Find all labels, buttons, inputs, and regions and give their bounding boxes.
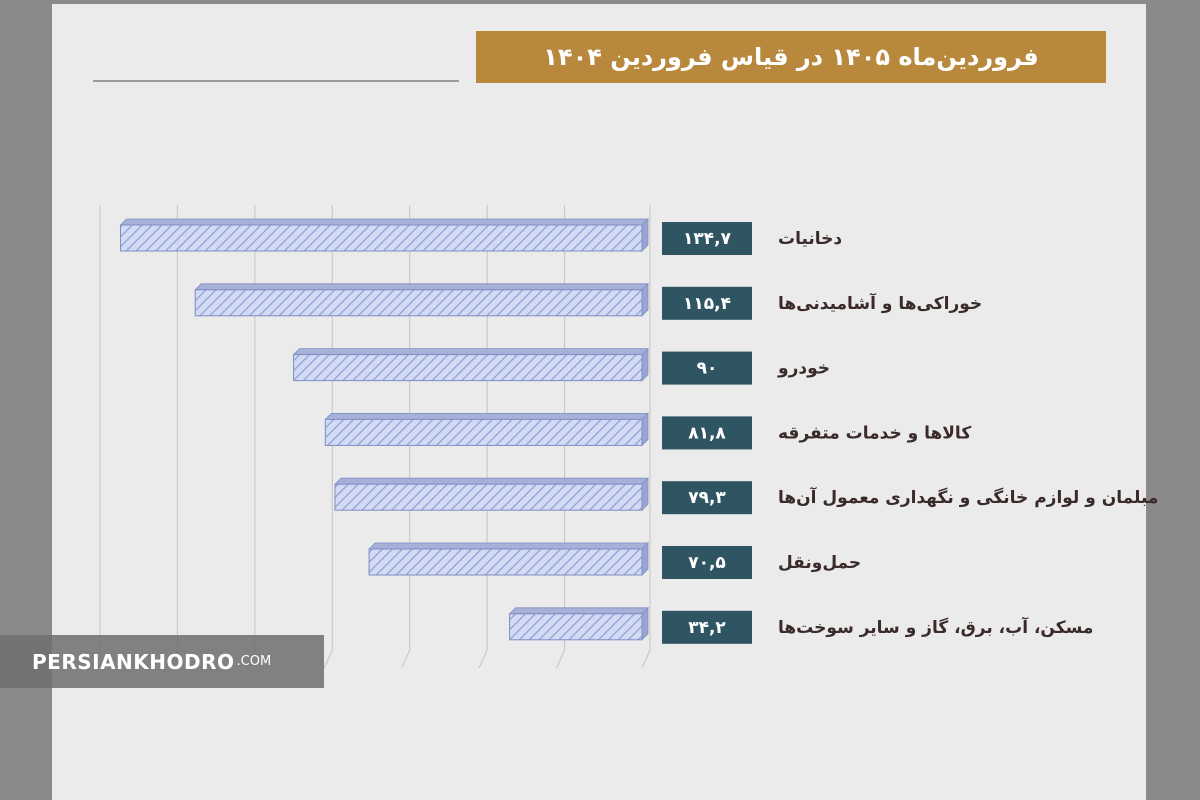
value-label: ۹۰ <box>697 359 718 379</box>
value-label: ۳۴,۲ <box>688 618 726 638</box>
value-label: ۸۱,۸ <box>688 423 726 443</box>
value-box <box>662 286 752 320</box>
value-box <box>662 351 752 385</box>
value-box <box>662 222 752 255</box>
value-box <box>662 546 752 579</box>
bar <box>368 548 643 576</box>
bar-top <box>508 607 649 615</box>
watermark: PERSIANKHODRO .COM <box>0 635 324 688</box>
bar <box>293 354 643 382</box>
bar <box>324 418 643 446</box>
bar-side <box>641 282 649 317</box>
bar <box>120 224 643 252</box>
gridline-foot <box>556 649 566 669</box>
gridline-foot <box>323 649 333 669</box>
decorative-line <box>93 80 459 82</box>
gridline-foot <box>401 649 411 669</box>
bar-top <box>119 218 649 226</box>
category-label: کالاها و خدمات متفرقه <box>778 423 971 443</box>
bar <box>509 613 643 641</box>
watermark-main: PERSIANKHODRO <box>32 649 235 674</box>
bar-top <box>334 477 649 485</box>
gridline-foot <box>641 649 651 669</box>
value-label: ۱۳۴,۷ <box>683 229 732 249</box>
chart-title: فروردین‌ماه ۱۴۰۵ در قیاس فروردین ۱۴۰۴ <box>543 43 1039 71</box>
bar-side <box>641 412 649 447</box>
bar-side <box>641 218 649 252</box>
watermark-suffix: .COM <box>236 654 272 669</box>
value-box <box>662 610 752 644</box>
bar-top <box>292 348 649 356</box>
value-label: ۱۱۵,۴ <box>683 294 731 314</box>
title-banner: فروردین‌ماه ۱۴۰۵ در قیاس فروردین ۱۴۰۴ <box>476 31 1106 83</box>
category-label: مسکن، آب، برق، گاز و سایر سوخت‌ها <box>778 616 1093 638</box>
bar-side <box>641 606 649 641</box>
bar-top <box>368 542 649 550</box>
category-label: حمل‌ونقل <box>778 553 861 573</box>
value-label: ۷۰,۵ <box>688 553 726 573</box>
category-label: دخانیات <box>778 229 842 249</box>
value-box <box>662 481 752 515</box>
category-label: خودرو <box>777 359 830 379</box>
bar <box>334 483 643 511</box>
bar-top <box>194 283 649 291</box>
category-label: مبلمان و لوازم خانگی و نگهداری معمول آن‌… <box>778 486 1158 508</box>
bar <box>194 289 643 317</box>
value-box <box>662 416 752 450</box>
category-label: خوراکی‌ها و آشامیدنی‌ها <box>778 292 982 314</box>
gridline-foot <box>478 649 488 669</box>
bar-side <box>641 347 649 382</box>
value-label: ۷۹,۳ <box>688 488 726 508</box>
bar-side <box>641 477 649 512</box>
bar-top <box>324 412 649 420</box>
bar-side <box>641 542 649 576</box>
